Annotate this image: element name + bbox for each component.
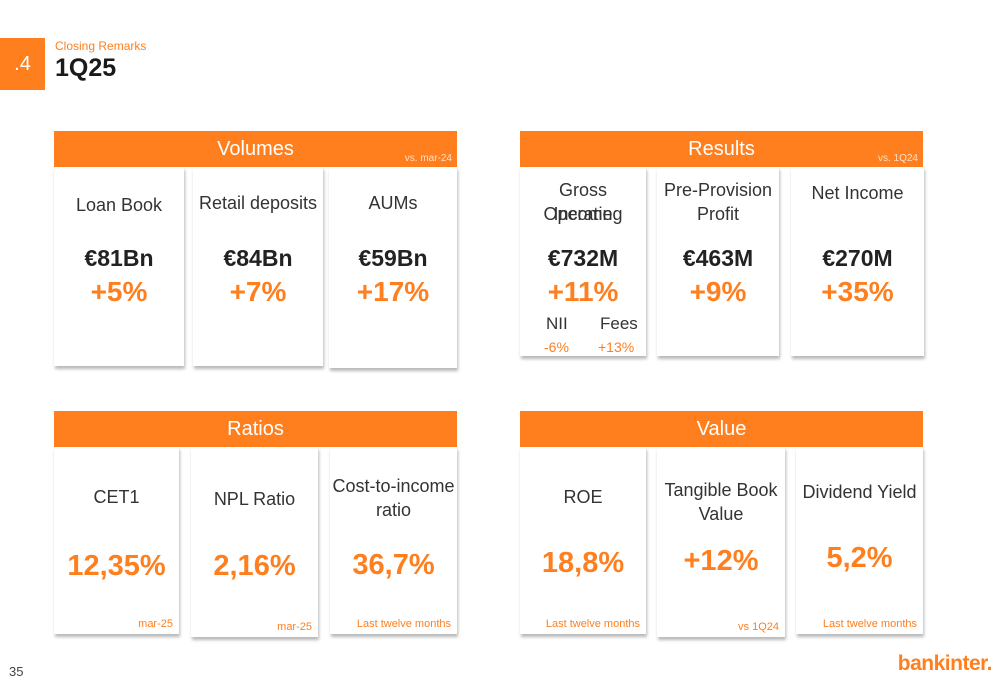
results-comparison-note: vs. 1Q24 xyxy=(877,153,918,164)
volumes-comparison-note: vs. mar-24 xyxy=(404,153,452,164)
net-income-label: Net Income xyxy=(811,183,904,203)
loan-book-amount: €81Bn xyxy=(84,245,154,271)
tangible-book-value-label-line1: Tangible Book xyxy=(664,480,778,500)
retail-deposits-card: Retail deposits €84Bn +7% xyxy=(193,167,323,366)
dividend-yield-value: 5,2% xyxy=(826,542,893,574)
results-header: Results vs. 1Q24 xyxy=(520,131,923,167)
tangible-book-value-value: +12% xyxy=(683,545,759,577)
net-income-amount: €270M xyxy=(822,245,893,271)
net-income-growth: +35% xyxy=(821,276,894,307)
fees-value: +13% xyxy=(598,339,635,355)
net-income-card: Net Income €270M +35% xyxy=(791,167,924,356)
cet1-label: CET1 xyxy=(93,487,140,507)
tangible-book-value-footnote: vs 1Q24 xyxy=(738,621,779,633)
page-title: 1Q25 xyxy=(55,54,117,82)
roe-label: ROE xyxy=(563,487,603,507)
aums-amount: €59Bn xyxy=(358,245,428,271)
page-number: 35 xyxy=(9,664,24,679)
loan-book-card: Loan Book €81Bn +5% xyxy=(54,167,184,366)
results-title: Results xyxy=(688,138,755,160)
gross-operating-income-growth: +11% xyxy=(547,276,619,307)
aums-card: AUMs €59Bn +17% xyxy=(329,167,457,368)
dividend-yield-footnote: Last twelve months xyxy=(822,618,917,630)
nii-value: -6% xyxy=(544,339,569,355)
gross-operating-income-label-line1: Gross Operating xyxy=(543,180,623,224)
ratios-header: Ratios xyxy=(54,411,457,447)
dividend-yield-label: Dividend Yield xyxy=(802,482,917,502)
retail-deposits-amount: €84Bn xyxy=(223,245,293,271)
cost-to-income-card: Cost-to-income ratio 36,7% Last twelve m… xyxy=(330,447,457,634)
gross-operating-income-amount: €732M xyxy=(547,245,619,271)
loan-book-growth: +5% xyxy=(90,276,148,307)
cet1-footnote: mar-25 xyxy=(138,618,173,630)
tangible-book-value-label-line2: Value xyxy=(698,504,744,524)
pre-provision-profit-growth: +9% xyxy=(689,276,747,307)
aums-label: AUMs xyxy=(368,193,418,213)
pre-provision-profit-label-line2: Profit xyxy=(696,204,739,224)
section-number-badge: .4 xyxy=(0,38,45,90)
dividend-yield-card: Dividend Yield 5,2% Last twelve months xyxy=(796,447,923,634)
loan-book-label: Loan Book xyxy=(75,195,163,215)
aums-growth: +17% xyxy=(356,276,430,307)
cost-to-income-value: 36,7% xyxy=(352,549,435,581)
volumes-title: Volumes xyxy=(217,138,294,160)
gross-operating-income-label-line2: Income xyxy=(553,204,613,224)
retail-deposits-growth: +7% xyxy=(229,276,287,307)
fees-label: Fees xyxy=(600,314,638,333)
section-subtitle: Closing Remarks xyxy=(55,39,147,53)
bankinter-logo: bankinter. xyxy=(897,652,993,675)
cet1-value: 12,35% xyxy=(67,550,166,582)
gross-operating-income-card: Gross Operating Income €732M +11% NII -6… xyxy=(520,167,646,356)
roe-footnote: Last twelve months xyxy=(545,618,640,630)
cost-to-income-label-line1: Cost-to-income xyxy=(332,476,455,496)
volumes-header: Volumes vs. mar-24 xyxy=(54,131,457,167)
pre-provision-profit-amount: €463M xyxy=(682,245,754,271)
cost-to-income-label-line2: ratio xyxy=(375,500,411,520)
cost-to-income-footnote: Last twelve months xyxy=(356,618,451,630)
value-header: Value xyxy=(520,411,923,447)
tangible-book-value-card: Tangible Book Value +12% vs 1Q24 xyxy=(657,447,785,637)
nii-label: NII xyxy=(546,314,568,333)
cet1-card: CET1 12,35% mar-25 xyxy=(54,447,179,634)
npl-ratio-value: 2,16% xyxy=(213,550,296,582)
npl-ratio-label: NPL Ratio xyxy=(213,489,296,509)
roe-card: ROE 18,8% Last twelve months xyxy=(520,447,646,634)
roe-value: 18,8% xyxy=(541,547,625,579)
retail-deposits-label: Retail deposits xyxy=(198,193,318,213)
ratios-title: Ratios xyxy=(227,418,284,440)
npl-ratio-footnote: mar-25 xyxy=(277,621,312,633)
pre-provision-profit-label-line1: Pre-Provision xyxy=(663,180,773,200)
npl-ratio-card: NPL Ratio 2,16% mar-25 xyxy=(191,447,318,637)
pre-provision-profit-card: Pre-Provision Profit €463M +9% xyxy=(657,167,779,356)
value-title: Value xyxy=(696,418,747,440)
